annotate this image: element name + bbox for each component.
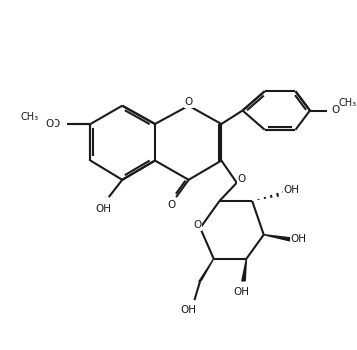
Text: O: O [331,105,340,114]
Text: CH₃: CH₃ [20,112,39,122]
Text: OH: OH [95,204,111,214]
Text: OH: OH [290,233,306,244]
Polygon shape [242,259,246,281]
Text: OH: OH [181,305,197,315]
Polygon shape [264,235,291,241]
Text: O: O [193,220,201,230]
Polygon shape [199,259,214,282]
Text: O: O [185,97,193,107]
Text: O: O [237,174,246,184]
Text: OH: OH [284,186,300,195]
Text: CH₃: CH₃ [339,98,357,108]
Text: O: O [46,119,54,129]
Text: OH: OH [233,287,250,298]
Text: O: O [51,119,60,129]
Text: O: O [167,200,175,210]
